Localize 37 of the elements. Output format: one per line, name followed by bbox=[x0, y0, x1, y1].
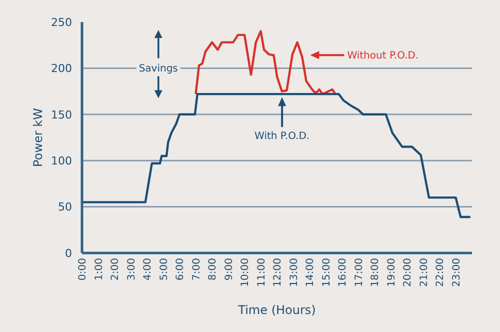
text: With P.O.D. bbox=[254, 131, 310, 142]
x-tick-label: 10:00 bbox=[240, 258, 251, 287]
x-tick-label: 2:00 bbox=[110, 258, 121, 280]
line-series bbox=[194, 30, 337, 96]
x-tick-label: 1:00 bbox=[94, 258, 105, 280]
x-axis-title: Time (Hours) bbox=[237, 303, 316, 317]
x-tick-label: 14:00 bbox=[305, 258, 316, 287]
x-tick-label: 4:00 bbox=[142, 258, 154, 280]
x-tick-label: 18:00 bbox=[370, 258, 381, 287]
x-tick-label: 7:00 bbox=[191, 258, 202, 280]
y-tick-label: 200 bbox=[51, 62, 72, 76]
y-tick-label: 150 bbox=[51, 108, 72, 122]
x-tick-label: 15:00 bbox=[321, 258, 332, 287]
x-tick-label: 22:00 bbox=[435, 258, 446, 287]
x-tick-label: 17:00 bbox=[354, 258, 365, 287]
x-tick-label: 5:00 bbox=[158, 258, 170, 280]
x-tick-label: 0:00 bbox=[78, 258, 88, 280]
x-tick-label: 8:00 bbox=[208, 258, 218, 280]
line-series bbox=[80, 92, 472, 218]
y-tick-label: 250 bbox=[51, 16, 72, 29]
x-tick-label: 23:00 bbox=[451, 258, 462, 287]
legend-label: Without P.O.D. bbox=[347, 50, 419, 62]
x-tick-label: 3:00 bbox=[126, 258, 138, 280]
x-tick-label: 20:00 bbox=[402, 258, 414, 287]
x-tick-label: 12:00 bbox=[272, 258, 284, 287]
x-tick-label: 21:00 bbox=[418, 258, 430, 287]
y-tick-label: 50 bbox=[58, 200, 72, 214]
y-axis-title: Power kW bbox=[31, 108, 45, 167]
y-tick-label: 100 bbox=[51, 154, 72, 168]
x-tick-label: 6:00 bbox=[175, 258, 186, 280]
x-tick-label: 11:00 bbox=[256, 258, 268, 287]
x-tick-label: 19:00 bbox=[386, 258, 398, 287]
x-tick-label: 13:00 bbox=[288, 258, 300, 287]
x-tick-label: 16:00 bbox=[338, 258, 348, 287]
annotation: Savings bbox=[138, 64, 178, 75]
y-tick-label: 0 bbox=[65, 246, 72, 260]
x-tick-label: 9:00 bbox=[224, 258, 235, 280]
